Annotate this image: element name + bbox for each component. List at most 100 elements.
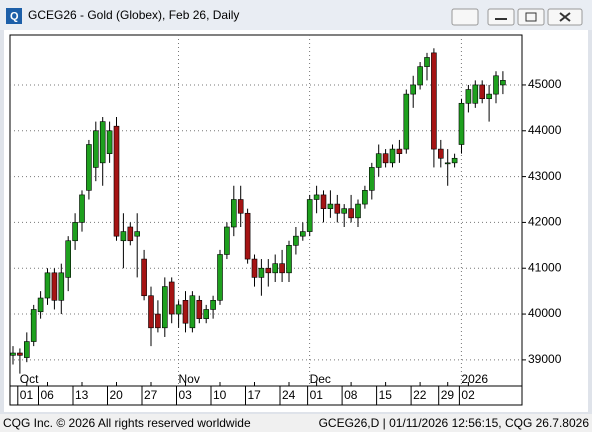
candle-body [231, 199, 237, 228]
x-tick-label: 24 [282, 388, 296, 402]
candle-body [44, 272, 51, 299]
candle-body [155, 313, 161, 329]
x-tick-label: 02 [461, 388, 475, 402]
candle-body [113, 125, 120, 237]
x-tick-label: 22 [413, 388, 427, 402]
x-tick-label: 03 [179, 388, 193, 402]
candle-body [334, 203, 341, 214]
candle-body [375, 153, 382, 168]
candle-body [403, 93, 410, 150]
window-title: GCEG26 - Gold (Globex), Feb 26, Daily [28, 8, 239, 22]
candle-body [465, 89, 472, 104]
candle-body [106, 130, 113, 154]
candle-body [51, 272, 58, 301]
x-tick-label: 20 [110, 388, 124, 402]
candle-body [162, 286, 168, 329]
candle-body [182, 300, 189, 324]
candle-body [72, 222, 78, 242]
candle-body [134, 231, 140, 237]
link-button[interactable] [451, 8, 479, 26]
month-label: Dec [310, 372, 331, 386]
y-tick-label: 42000 [528, 215, 562, 229]
candle-body [99, 121, 106, 164]
candle-body [148, 295, 154, 329]
x-tick-label: 17 [248, 388, 262, 402]
candle-body [396, 148, 403, 154]
month-label: 2026 [461, 372, 488, 386]
x-tick-label: 06 [41, 388, 55, 402]
candle-body [189, 295, 196, 329]
x-tick-label: 08 [344, 388, 358, 402]
candle-body [286, 245, 292, 274]
candle-body [93, 130, 99, 168]
candle-body [141, 258, 147, 297]
candle-body [244, 212, 251, 260]
plot-area [9, 34, 523, 387]
candle-body [265, 267, 272, 274]
candle-body [355, 203, 361, 219]
candle-body [451, 157, 458, 164]
footer-right: GCEG26,D | 01/11/2026 12:56:15, CQG 26.7… [319, 416, 590, 430]
x-axis-row [9, 385, 523, 406]
candle-body [320, 194, 327, 209]
x-tick-label: 01 [20, 388, 34, 402]
candle-body [348, 208, 354, 219]
candle-body [437, 148, 444, 159]
y-tick-label: 44000 [528, 123, 562, 137]
candle-body [17, 352, 23, 356]
candle-body [313, 194, 320, 200]
month-label: Nov [179, 372, 200, 386]
candle-body [279, 263, 285, 274]
candle-body [210, 300, 216, 310]
candle-body [224, 226, 230, 255]
candle-body [424, 57, 430, 67]
app-icon-glyph: Q [10, 10, 19, 22]
candle-body [79, 194, 85, 223]
candle-body [86, 144, 92, 191]
app-icon [6, 8, 22, 24]
x-tick-label: 15 [379, 388, 393, 402]
candle-body [37, 297, 44, 313]
candle-body [458, 102, 465, 145]
minimize-button[interactable] [487, 8, 515, 26]
candle-body [479, 84, 486, 99]
y-tick-label: 43000 [528, 169, 562, 183]
candle-body [127, 226, 134, 242]
x-tick-label: 27 [144, 388, 158, 402]
candle-body [293, 235, 299, 246]
candle-body [58, 272, 65, 301]
x-tick-label: 10 [213, 388, 227, 402]
x-tick-label: 01 [310, 388, 324, 402]
candle-body [500, 80, 506, 86]
candle-body [168, 281, 175, 315]
candle-body [368, 167, 375, 191]
candle-body [237, 199, 244, 214]
candle-body [341, 208, 348, 214]
candle-body [486, 93, 492, 99]
candle-body [272, 263, 279, 274]
status-bar [0, 414, 592, 432]
x-tick-label: 29 [441, 388, 455, 402]
y-tick-label: 39000 [528, 352, 562, 366]
candle-body [65, 240, 71, 278]
candle-body [10, 352, 16, 356]
candle-body [444, 162, 451, 165]
candle-body [23, 341, 30, 358]
footer-left: CQG Inc. © 2026 All rights reserved worl… [3, 416, 251, 430]
maximize-glyph [525, 12, 537, 22]
close-glyph [559, 12, 571, 22]
candle-body [299, 231, 306, 237]
candle-body [175, 304, 182, 315]
maximize-button[interactable] [517, 8, 545, 26]
candle-body [410, 84, 417, 95]
y-tick-label: 40000 [528, 306, 562, 320]
candle-body [327, 203, 334, 209]
candle-body [196, 300, 203, 319]
y-tick-label: 45000 [528, 77, 562, 91]
candle-body [472, 84, 479, 104]
candle-body [306, 199, 313, 232]
y-tick-label: 41000 [528, 260, 562, 274]
candle-body [30, 309, 37, 342]
candle-body [203, 309, 209, 319]
